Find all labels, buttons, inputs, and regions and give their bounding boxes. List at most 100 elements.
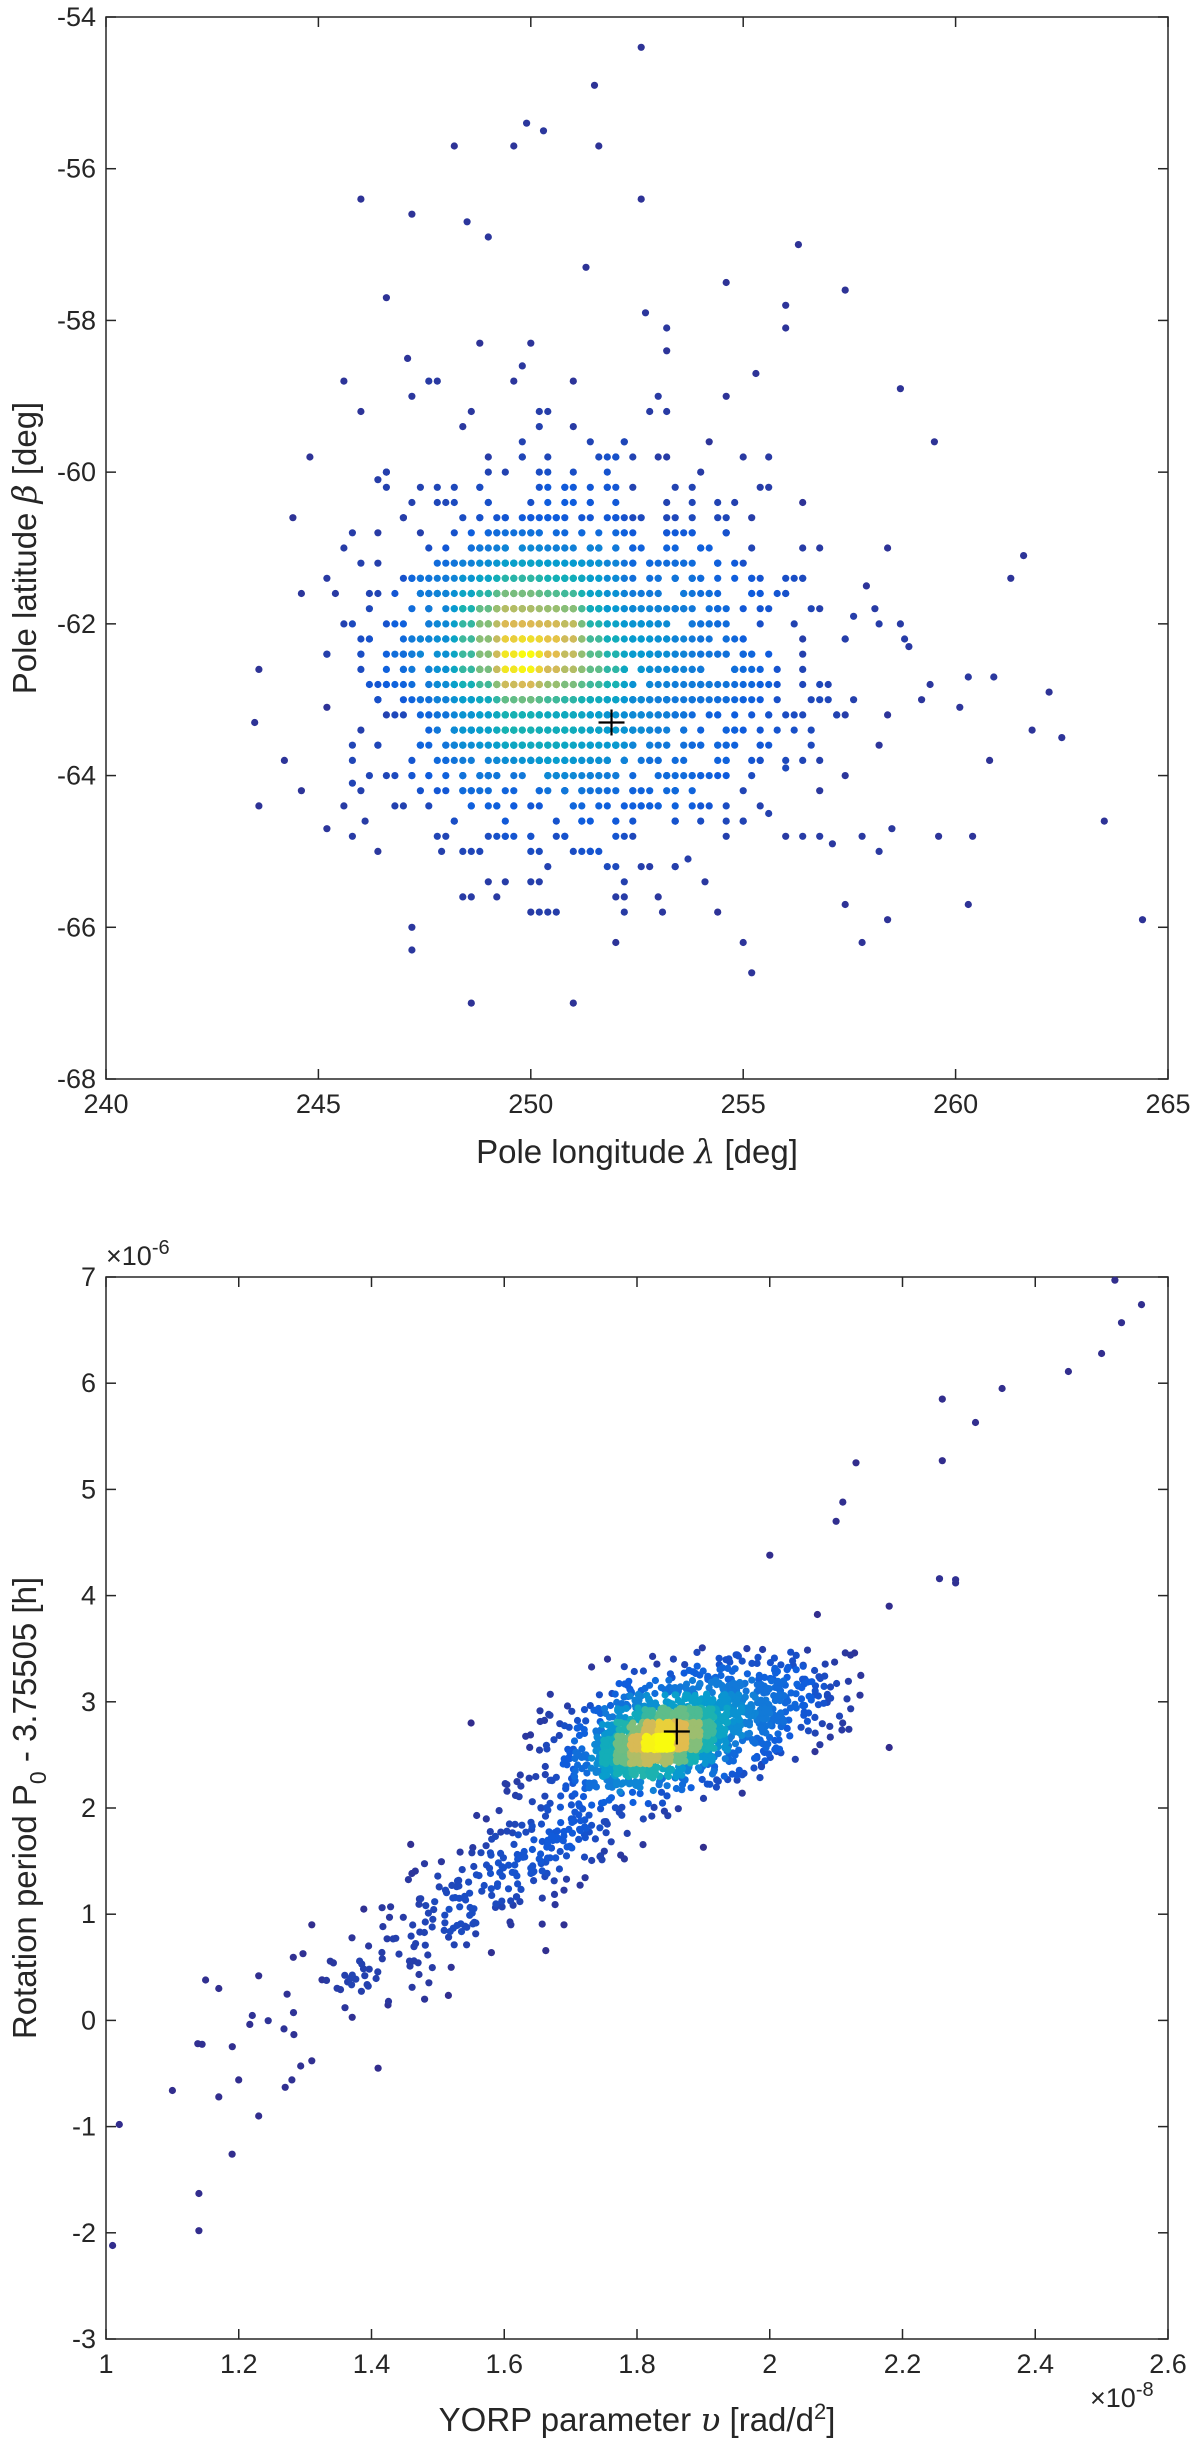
data-point	[425, 589, 433, 598]
data-point	[251, 718, 259, 727]
data-point	[430, 1906, 438, 1914]
data-point	[595, 680, 603, 689]
data-point	[620, 726, 628, 734]
data-point	[671, 787, 679, 795]
data-point	[759, 1645, 767, 1654]
data-point	[382, 680, 390, 689]
data-point	[715, 1654, 723, 1662]
data-point	[552, 559, 560, 567]
data-point	[654, 711, 662, 719]
data-point	[399, 514, 407, 522]
y-tick-label: -66	[57, 912, 96, 942]
data-point	[757, 1724, 765, 1732]
data-point	[689, 1732, 697, 1740]
data-point	[493, 635, 501, 643]
data-point	[391, 680, 399, 689]
data-point	[429, 1915, 437, 1923]
data-point	[450, 696, 458, 704]
data-point	[399, 635, 407, 643]
data-point	[348, 1981, 356, 1989]
data-point	[731, 696, 739, 704]
data-point	[535, 559, 543, 567]
data-point	[663, 1792, 671, 1800]
data-point	[552, 680, 560, 689]
data-point	[847, 1705, 855, 1713]
data-point	[442, 772, 450, 780]
data-point	[612, 817, 620, 825]
data-point	[552, 635, 560, 643]
data-point	[415, 1970, 423, 1979]
data-point	[619, 1744, 627, 1752]
data-point	[603, 650, 611, 658]
data-point	[604, 1721, 612, 1729]
x-tick-label: 255	[721, 1089, 766, 1119]
data-point	[620, 832, 628, 840]
data-point	[722, 772, 730, 780]
data-point	[586, 559, 594, 567]
data-point	[738, 1789, 746, 1797]
data-point	[326, 1957, 334, 1965]
data-point	[569, 741, 577, 749]
data-point	[697, 544, 705, 552]
data-point	[348, 529, 356, 537]
data-point	[654, 559, 662, 567]
data-point	[484, 680, 492, 689]
data-point	[595, 605, 603, 613]
data-point	[450, 741, 458, 749]
data-point	[756, 741, 764, 749]
data-point	[756, 483, 764, 491]
data-point	[805, 1692, 813, 1700]
data-point	[467, 847, 475, 856]
data-point	[752, 369, 760, 378]
data-point	[535, 787, 543, 795]
data-point	[637, 544, 645, 552]
data-point	[425, 544, 433, 552]
data-point	[595, 142, 603, 150]
data-point	[671, 574, 679, 582]
data-point	[646, 620, 654, 628]
data-point	[467, 756, 475, 765]
data-point	[477, 1849, 485, 1857]
data-point	[459, 847, 467, 856]
data-point	[663, 605, 671, 613]
data-point	[612, 544, 620, 552]
data-point	[596, 1824, 604, 1832]
data-point	[535, 726, 543, 734]
data-point	[697, 680, 705, 689]
data-point	[374, 476, 382, 484]
data-point	[680, 589, 688, 598]
data-point	[416, 650, 424, 658]
data-point	[416, 696, 424, 704]
data-point	[573, 1716, 582, 1725]
data-point	[535, 650, 543, 658]
data-point	[602, 1829, 610, 1837]
data-point	[799, 635, 807, 643]
data-point	[771, 1736, 779, 1745]
data-point	[544, 635, 552, 643]
data-point	[698, 1644, 706, 1652]
data-point	[382, 294, 390, 302]
data-point	[816, 605, 824, 613]
data-point	[468, 1849, 476, 1857]
data-point	[442, 741, 450, 749]
data-point	[501, 589, 509, 598]
data-point	[799, 832, 807, 840]
data-point	[510, 635, 518, 643]
data-point	[777, 1661, 785, 1669]
lambda-symbol: λ	[692, 1132, 715, 1171]
data-point	[687, 1707, 695, 1715]
data-point	[885, 1743, 893, 1752]
data-point	[407, 1932, 415, 1940]
data-point	[875, 847, 883, 856]
data-point	[548, 1832, 556, 1840]
data-point	[697, 817, 705, 825]
data-point	[969, 832, 977, 840]
data-point	[595, 696, 603, 704]
data-point	[705, 589, 713, 598]
data-point	[620, 650, 628, 658]
data-point	[518, 650, 526, 658]
data-point	[486, 1828, 494, 1836]
data-point	[511, 1861, 519, 1869]
data-point	[341, 1971, 349, 1979]
data-point	[552, 832, 560, 840]
